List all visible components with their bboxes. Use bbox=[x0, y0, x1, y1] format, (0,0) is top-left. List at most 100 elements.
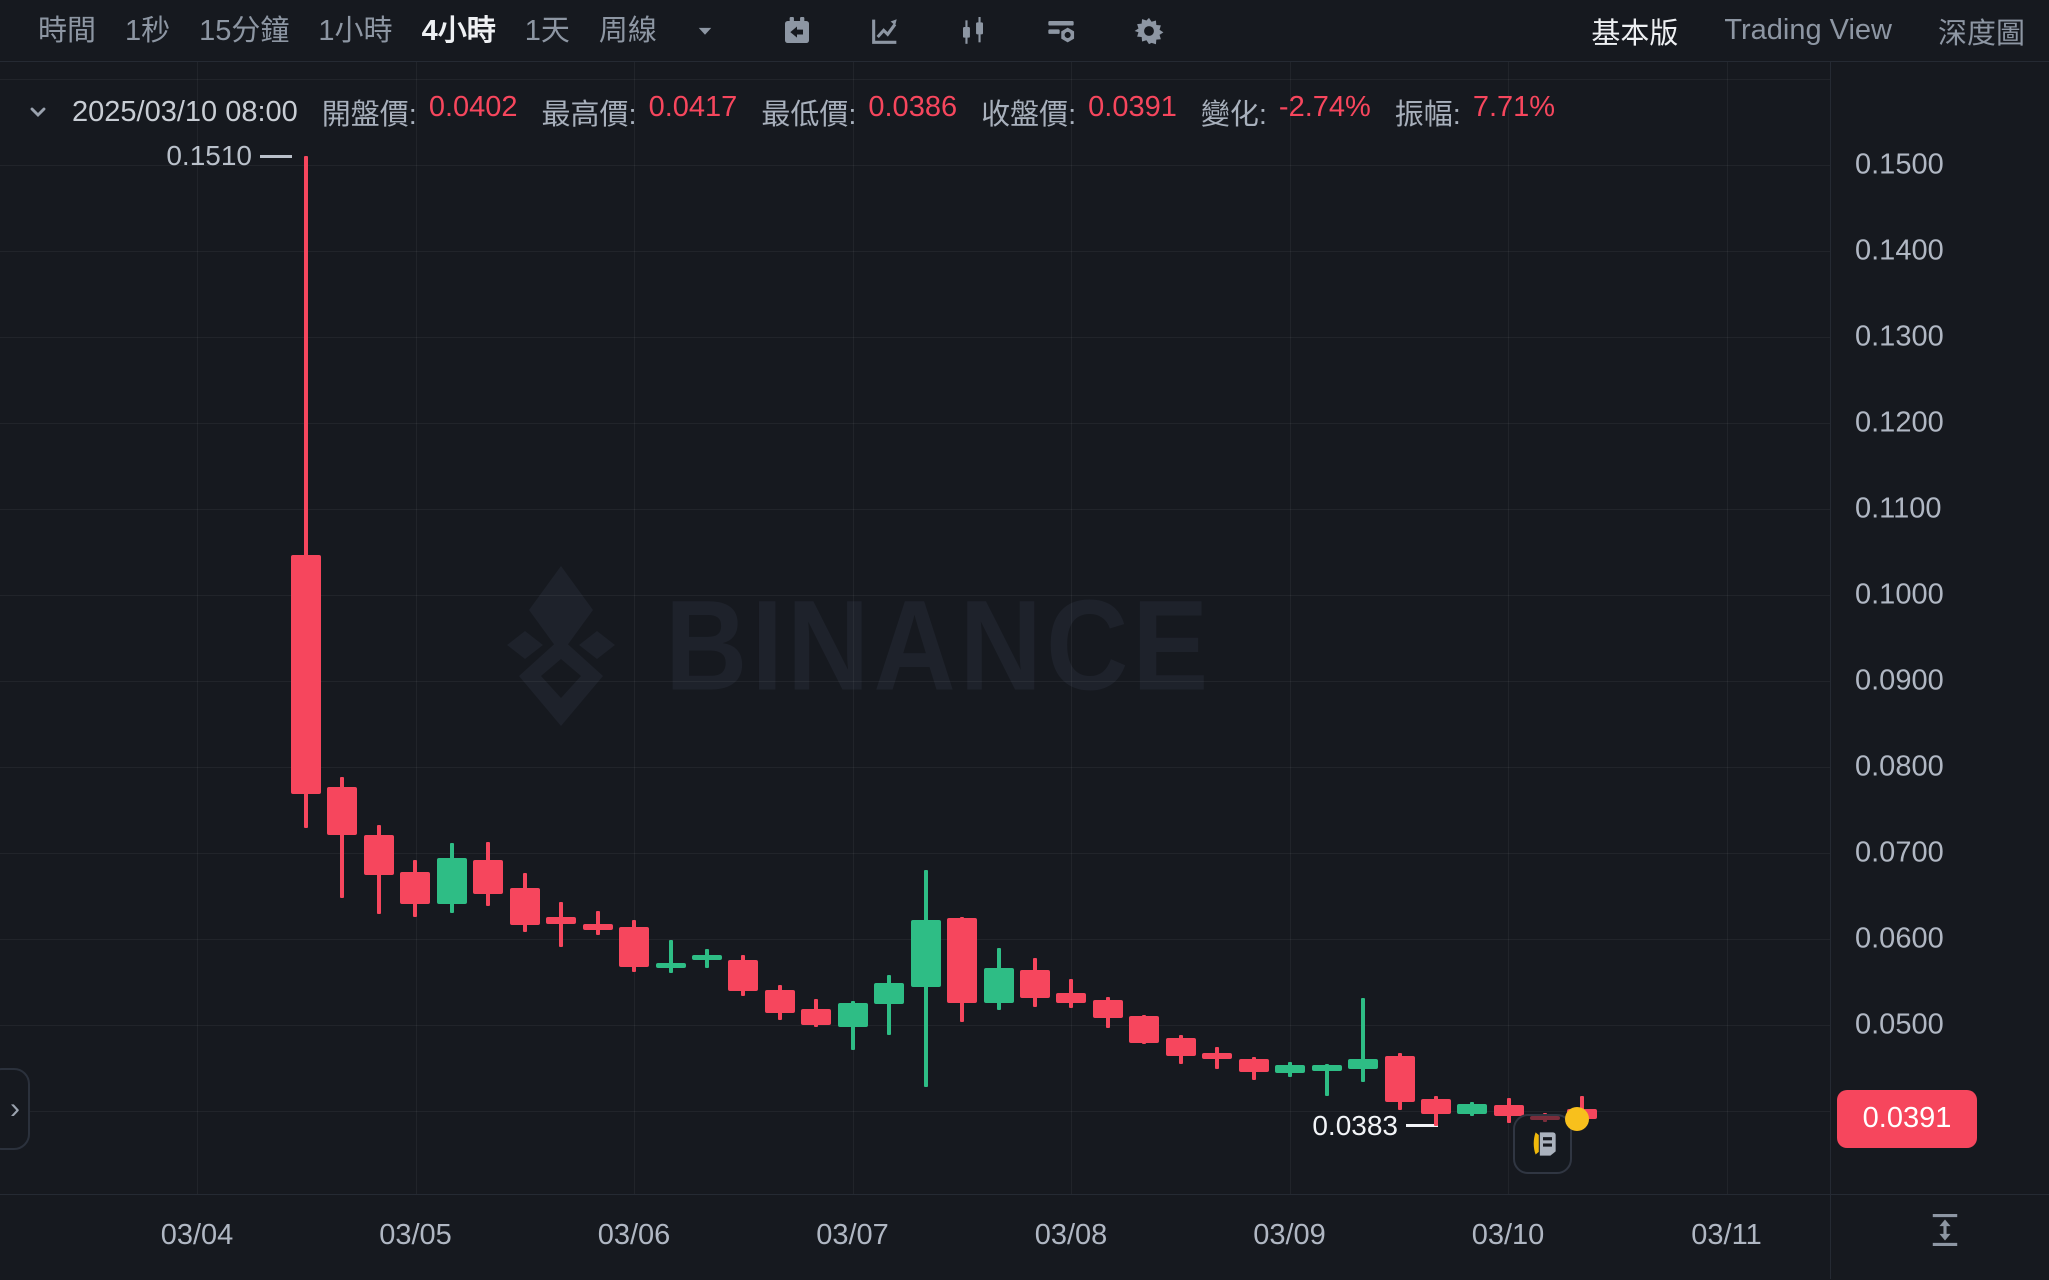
candle-body bbox=[655, 963, 686, 969]
ohlc-field-value: 0.0417 bbox=[648, 91, 738, 123]
candle-body bbox=[1384, 1055, 1415, 1102]
interval-tab-周線[interactable]: 周線 bbox=[598, 14, 657, 47]
candle-body bbox=[910, 920, 941, 988]
line-chart-icon[interactable] bbox=[869, 15, 901, 47]
candle-body bbox=[546, 916, 577, 924]
candle-body bbox=[764, 989, 795, 1013]
ohlc-field-key: 最高價: bbox=[541, 99, 637, 131]
ohlc-info-bar: 2025/03/10 08:00 開盤價: 0.0402 最高價: 0.0417 最低價… bbox=[26, 91, 1555, 133]
ohlc-field: 最低價: 0.0386 bbox=[761, 91, 957, 133]
candle-body bbox=[1420, 1098, 1451, 1114]
candle-body bbox=[1202, 1053, 1233, 1060]
last-price-badge: 0.0391 bbox=[1837, 1089, 1977, 1148]
indicator-settings-icon[interactable] bbox=[1045, 15, 1077, 47]
candle-wick bbox=[595, 910, 600, 935]
ohlc-field: 振幅: 7.71% bbox=[1395, 91, 1555, 133]
price-label: 0.0600 bbox=[1855, 922, 1944, 955]
interval-tab-1秒[interactable]: 1秒 bbox=[125, 14, 171, 47]
price-gridline bbox=[0, 165, 1830, 166]
low-price-dash bbox=[1406, 1124, 1438, 1128]
chart-toolbar: 時間 1秒 15分鐘 1小時 4小時 1天 周線 基本版 Trading View 深度圖 bbox=[0, 0, 2049, 62]
calendar-history-icon[interactable] bbox=[781, 15, 813, 47]
price-label: 0.0700 bbox=[1855, 836, 1944, 869]
candlestick-plot[interactable]: BINANCE bbox=[0, 0, 1830, 1194]
date-label: 03/05 bbox=[379, 1219, 452, 1251]
gear-icon[interactable] bbox=[1133, 15, 1165, 47]
candle-body bbox=[691, 955, 722, 960]
price-gridline bbox=[0, 595, 1830, 596]
candle-body bbox=[619, 926, 650, 967]
view-tab-深度圖[interactable]: 深度圖 bbox=[1937, 17, 2025, 50]
candle-body bbox=[801, 1008, 832, 1025]
collapse-ohlc-button[interactable] bbox=[26, 100, 50, 124]
toolbar-icons bbox=[781, 15, 1165, 47]
interval-tab-1天[interactable]: 1天 bbox=[524, 14, 570, 47]
date-label: 03/07 bbox=[816, 1219, 889, 1251]
candle-body bbox=[874, 982, 905, 1005]
date-gridline bbox=[1071, 62, 1072, 1194]
interval-tab-1小時[interactable]: 1小時 bbox=[318, 14, 393, 47]
date-gridline bbox=[1508, 62, 1509, 1194]
binance-watermark: BINANCE bbox=[505, 560, 1212, 732]
price-gridline bbox=[0, 509, 1830, 510]
candle-body bbox=[983, 968, 1014, 1003]
candle-wick bbox=[887, 975, 892, 1036]
news-overlay-button[interactable] bbox=[1513, 1114, 1572, 1174]
candle-body bbox=[400, 871, 431, 904]
left-panel-expand-button[interactable]: › bbox=[0, 1068, 30, 1150]
price-gridline bbox=[0, 767, 1830, 768]
candle-timestamp: 2025/03/10 08:00 bbox=[72, 95, 298, 128]
candle-body bbox=[1311, 1065, 1342, 1071]
view-tab-Trading View[interactable]: Trading View bbox=[1724, 14, 1892, 46]
price-gridline bbox=[0, 251, 1830, 252]
ohlc-field: 開盤價: 0.0402 bbox=[322, 91, 518, 133]
price-axis[interactable]: 0.0391 0.1500 0.1400 0.1300 0.1200 0.1100 0.1… bbox=[1830, 62, 2049, 1279]
candle-wick bbox=[1069, 978, 1074, 1008]
interval-dropdown-button[interactable] bbox=[695, 21, 715, 41]
candle-body bbox=[837, 1002, 868, 1027]
candlestick-icon[interactable] bbox=[957, 15, 989, 47]
ohlc-field-value: -2.74% bbox=[1278, 91, 1371, 123]
price-label: 0.1200 bbox=[1855, 406, 1944, 439]
price-gridline bbox=[0, 681, 1830, 682]
low-price-annotation: 0.0383 bbox=[1312, 1109, 1398, 1141]
date-gridline bbox=[197, 62, 198, 1194]
price-label: 0.0900 bbox=[1855, 664, 1944, 697]
date-label: 03/08 bbox=[1034, 1219, 1108, 1251]
candle-wick bbox=[1361, 998, 1366, 1082]
last-price-dot bbox=[1564, 1106, 1589, 1131]
caret-down-icon bbox=[698, 27, 712, 35]
candle-body bbox=[1493, 1104, 1524, 1117]
date-label: 03/10 bbox=[1471, 1219, 1545, 1251]
candle-body bbox=[1129, 1016, 1160, 1044]
price-gridline bbox=[0, 337, 1830, 338]
date-gridline bbox=[852, 62, 854, 1194]
price-label: 0.1000 bbox=[1855, 578, 1944, 611]
view-tabs: 基本版 Trading View 深度圖 bbox=[1591, 10, 2025, 52]
date-gridline bbox=[415, 62, 417, 1194]
candle-wick bbox=[559, 902, 564, 947]
interval-tab-4小時[interactable]: 4小時 bbox=[421, 14, 496, 47]
date-label: 03/11 bbox=[1691, 1219, 1762, 1251]
price-scale-auto-button[interactable] bbox=[1925, 1210, 1965, 1255]
date-gridline bbox=[634, 62, 635, 1194]
chevron-right-icon: › bbox=[10, 1092, 20, 1125]
price-label: 0.1100 bbox=[1855, 492, 1942, 525]
date-gridline bbox=[1726, 62, 1728, 1194]
candle-body bbox=[1092, 1000, 1123, 1019]
ohlc-field-value: 0.0402 bbox=[428, 91, 518, 123]
interval-tab-時間[interactable]: 時間 bbox=[38, 14, 97, 47]
interval-tab-15分鐘[interactable]: 15分鐘 bbox=[199, 14, 290, 47]
ohlc-field-key: 開盤價: bbox=[321, 99, 417, 131]
view-tab-基本版[interactable]: 基本版 bbox=[1591, 17, 1679, 50]
candle-body bbox=[1348, 1058, 1379, 1069]
ohlc-field-value: 0.0391 bbox=[1088, 91, 1177, 123]
candle-body bbox=[473, 859, 504, 895]
ohlc-field-value: 0.0386 bbox=[868, 91, 958, 123]
ohlc-fields: 開盤價: 0.0402 最高價: 0.0417 最低價: 0.0386 收盤價: 0.0391… bbox=[322, 91, 1555, 133]
time-axis[interactable]: 03/04 03/05 03/06 03/07 03/08 03/09 03/10 03/11 bbox=[0, 1194, 2049, 1280]
candle-wick bbox=[1324, 1063, 1329, 1096]
candle-body bbox=[1457, 1104, 1488, 1114]
candle-wick bbox=[668, 939, 673, 974]
date-label: 03/09 bbox=[1253, 1219, 1326, 1251]
